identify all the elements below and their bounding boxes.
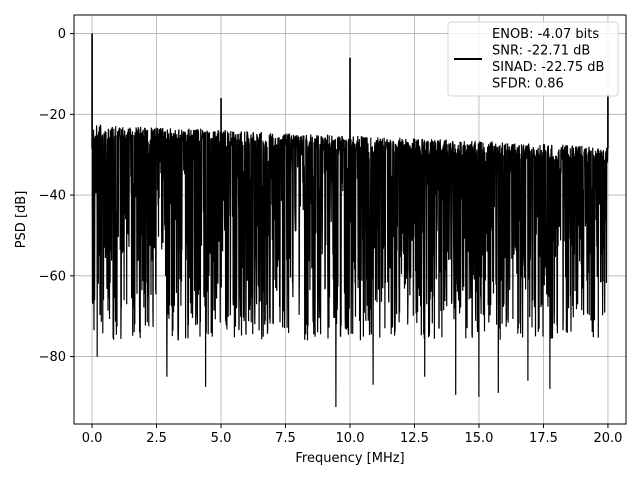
y-tick-label: −60 <box>39 269 66 284</box>
x-axis-label: Frequency [MHz] <box>295 451 404 466</box>
legend-sfdr: SFDR: 0.86 <box>492 77 564 92</box>
x-tick-label: 20.0 <box>593 431 622 446</box>
x-tick-label: 2.5 <box>146 431 167 446</box>
legend-sinad: SINAD: -22.75 dB <box>492 60 604 75</box>
y-tick-label: 0 <box>58 27 66 42</box>
x-tick-label: 12.5 <box>400 431 429 446</box>
x-tick-label: 7.5 <box>275 431 296 446</box>
legend-enob: ENOB: -4.07 bits <box>492 27 599 42</box>
y-tick-label: −40 <box>39 189 66 204</box>
psd-series <box>91 33 609 408</box>
y-tick-label: −20 <box>39 108 66 123</box>
legend-box <box>447 21 619 97</box>
legend: ENOB: -4.07 bits SNR: -22.71 dB SINAD: -… <box>447 21 619 97</box>
legend-snr: SNR: -22.71 dB <box>492 44 590 59</box>
x-tick-label: 0.0 <box>82 431 103 446</box>
x-tick-label: 15.0 <box>464 431 493 446</box>
x-tick-label: 5.0 <box>211 431 232 446</box>
x-tick-label: 10.0 <box>336 431 365 446</box>
y-axis-label: PSD [dB] <box>14 191 29 249</box>
ticks: 0.0 2.5 5.0 7.5 10.0 12.5 15.0 17.5 20.0 0 −20 −40 −… <box>39 27 623 446</box>
x-tick-label: 17.5 <box>529 431 558 446</box>
y-tick-label: −80 <box>39 350 66 365</box>
